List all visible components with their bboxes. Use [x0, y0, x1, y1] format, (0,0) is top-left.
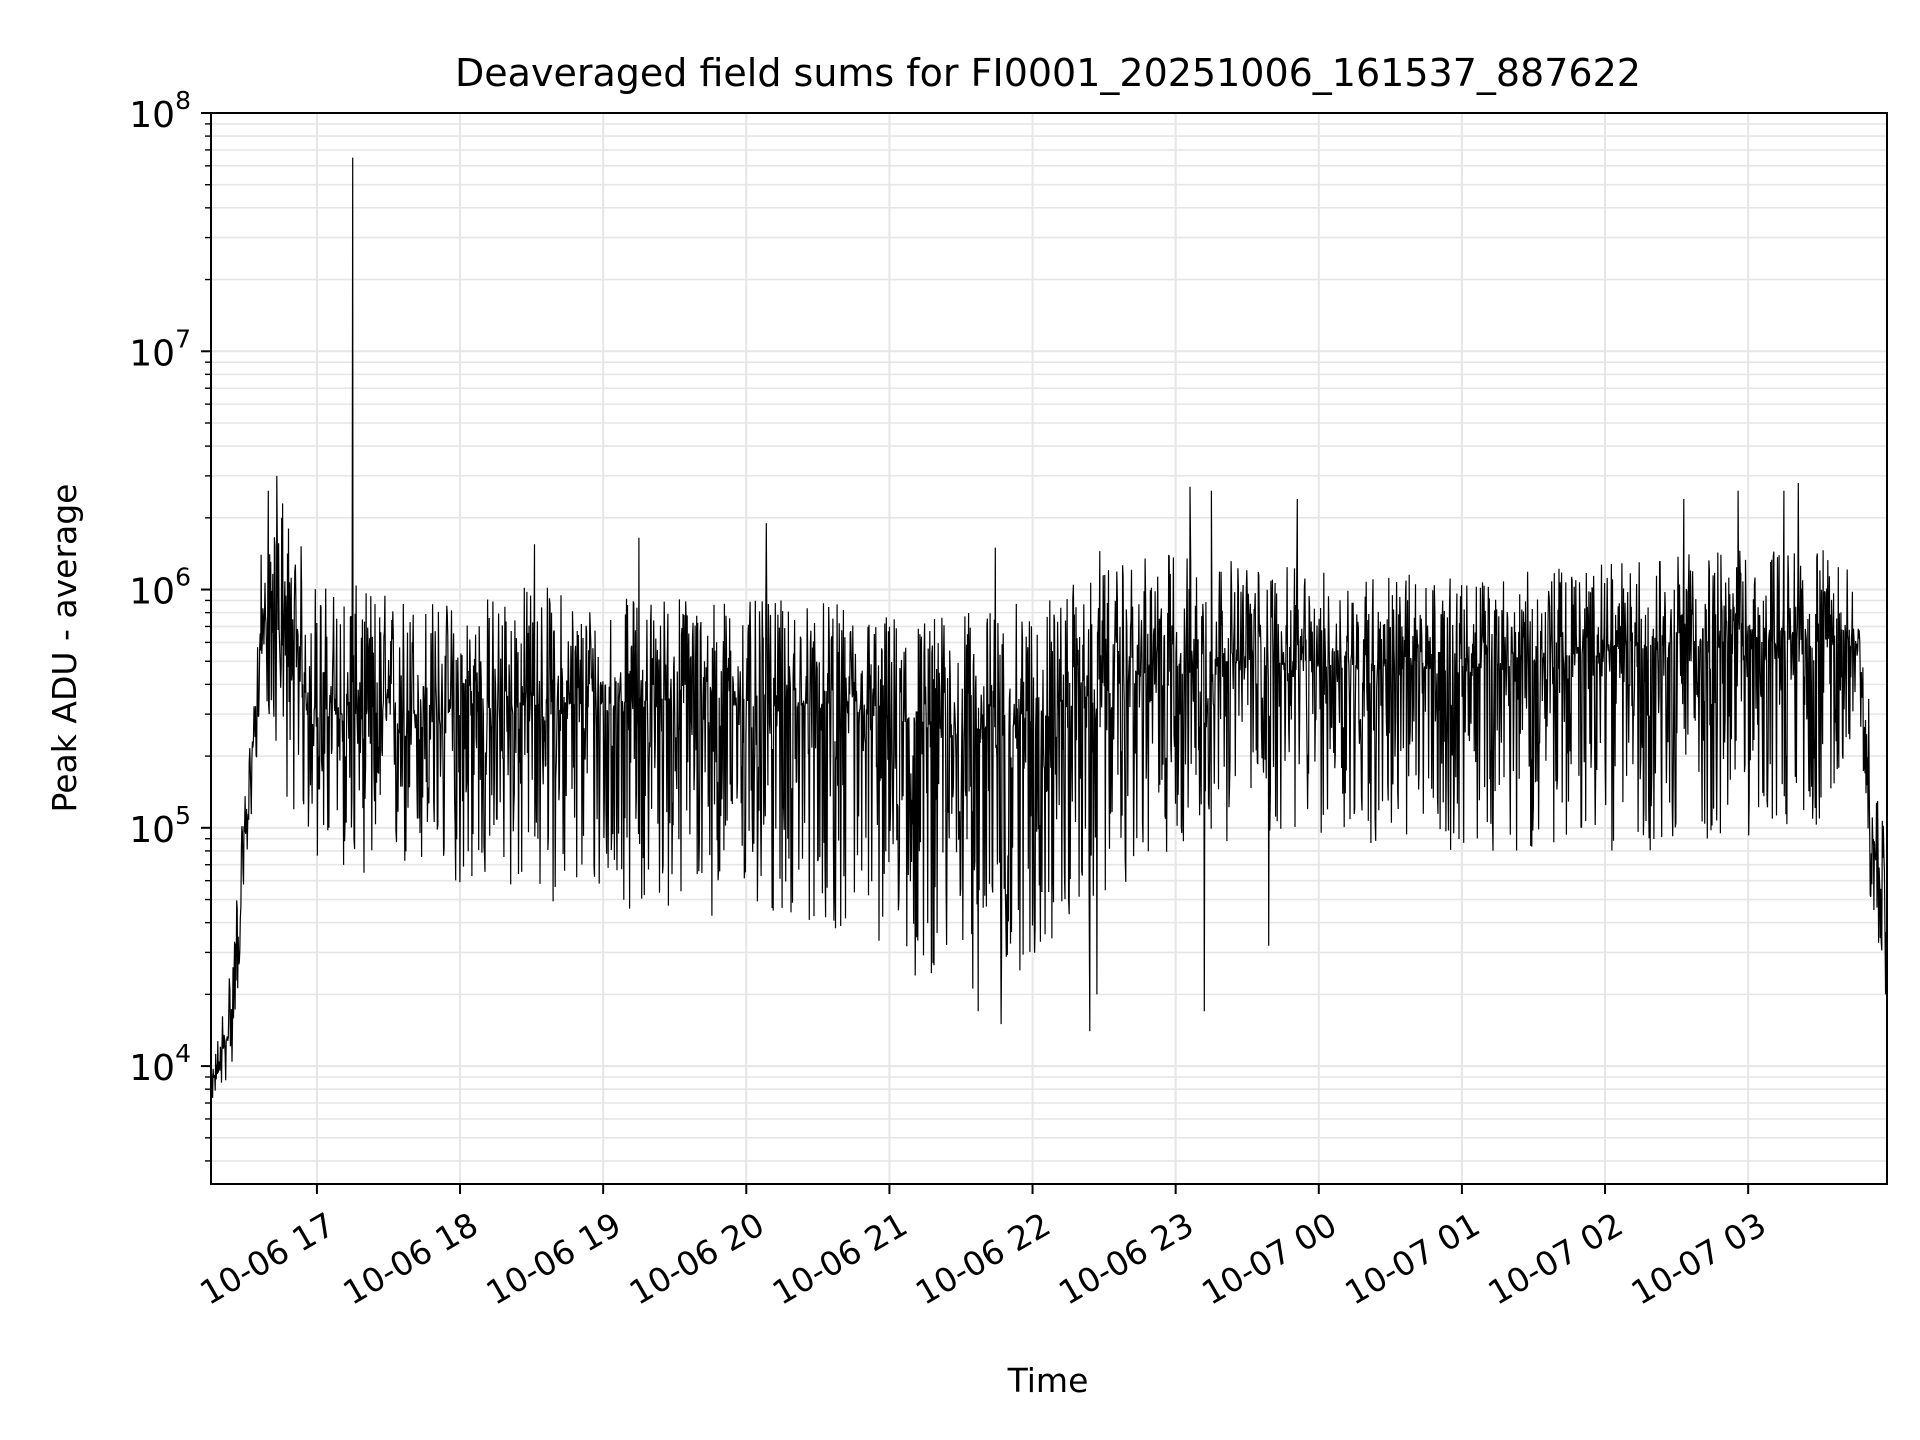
y-tick-label: 104 [129, 1039, 191, 1089]
y-axis: 104 105 106 107 108 [129, 86, 211, 1162]
x-axis-label: Time [1007, 1361, 1089, 1400]
plot-frame [210, 112, 1888, 1185]
plot-area [210, 112, 1888, 1185]
y-tick-label: 108 [129, 86, 191, 136]
y-axis-label: Peak ADU - average [45, 484, 84, 813]
y-tick-label: 105 [129, 801, 191, 851]
y-tick-label: 106 [129, 563, 191, 613]
y-tick-label: 107 [129, 324, 191, 374]
series-layer [210, 157, 1888, 1098]
data-series-line [210, 157, 1888, 1098]
chart-title: Deaveraged field sums for FI0001_2025100… [455, 51, 1641, 95]
